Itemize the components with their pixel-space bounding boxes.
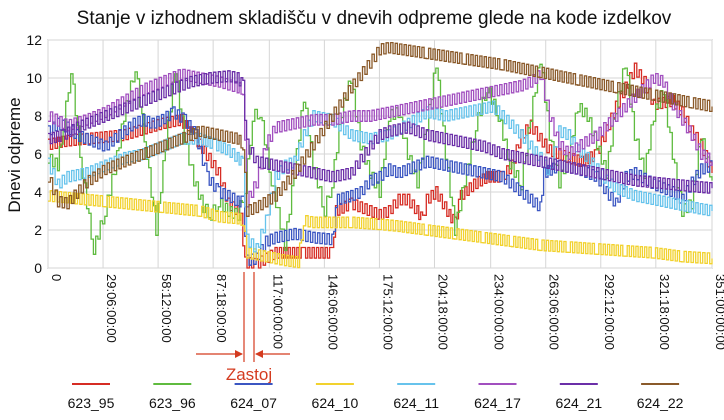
y-tick-label: 8 (34, 108, 42, 124)
x-tick-label: 321:18:00:00 (657, 274, 672, 350)
y-tick-label: 2 (34, 222, 42, 238)
x-tick-label: 87:18:00:00 (214, 274, 229, 343)
y-tick-label: 4 (34, 184, 42, 200)
legend-label-624_11: 624_11 (393, 395, 439, 411)
x-tick-label: 117:00:00:00 (270, 274, 285, 349)
legend-label-624_10: 624_10 (312, 395, 359, 411)
y-tick-label: 6 (34, 146, 42, 162)
stoppage-arrowhead-right (255, 350, 263, 358)
x-tick-label: 0 (49, 274, 64, 281)
y-tick-label: 12 (26, 32, 42, 48)
y-axis-label: Dnevi odpreme (5, 97, 24, 212)
x-tick-label: 263:06:00:00 (547, 274, 562, 350)
x-tick-label: 146:06:00:00 (325, 274, 340, 350)
x-tick-label: 175:12:00:00 (380, 274, 395, 350)
x-tick-label: 29:06:00:00 (104, 274, 119, 343)
x-tick-label: 351:00:00:00 (713, 274, 724, 350)
stoppage-annotation: Zastoj (196, 272, 290, 384)
x-tick-label: 204:18:00:00 (435, 274, 450, 350)
chart-title: Stanje v izhodnem skladišču v dnevih odp… (77, 8, 672, 29)
series-line-624_22 (48, 41, 713, 217)
series-line-624_07 (48, 106, 713, 266)
stoppage-label: Zastoj (226, 365, 272, 384)
stoppage-arrowhead-left (235, 350, 243, 358)
series-layer (48, 41, 713, 269)
x-tick-label: 292:12:00:00 (602, 274, 617, 350)
legend-label-624_21: 624_21 (555, 395, 602, 411)
series-line-624_17 (48, 68, 713, 208)
legend-label-623_95: 623_95 (68, 395, 115, 411)
series-line-624_10 (48, 190, 713, 269)
legend: 623_95 623_96 624_07 624_10 624_11 624_17 624_… (68, 383, 684, 411)
series-line-623_96 (48, 63, 713, 255)
y-tick-label: 10 (26, 70, 42, 86)
series-line-624_21 (48, 70, 713, 194)
legend-label-624_07: 624_07 (230, 395, 277, 411)
legend-label-623_96: 623_96 (149, 395, 196, 411)
axis-ticks: 0 2 4 6 8 10 12 0 29:06:00:00 58:12:00:00 87:18:00… (26, 32, 724, 350)
x-tick-label: 234:00:00:00 (492, 274, 507, 350)
y-tick-label: 0 (34, 260, 42, 276)
x-tick-label: 58:12:00:00 (159, 274, 174, 343)
legend-label-624_17: 624_17 (474, 395, 521, 411)
legend-label-624_22: 624_22 (637, 395, 684, 411)
